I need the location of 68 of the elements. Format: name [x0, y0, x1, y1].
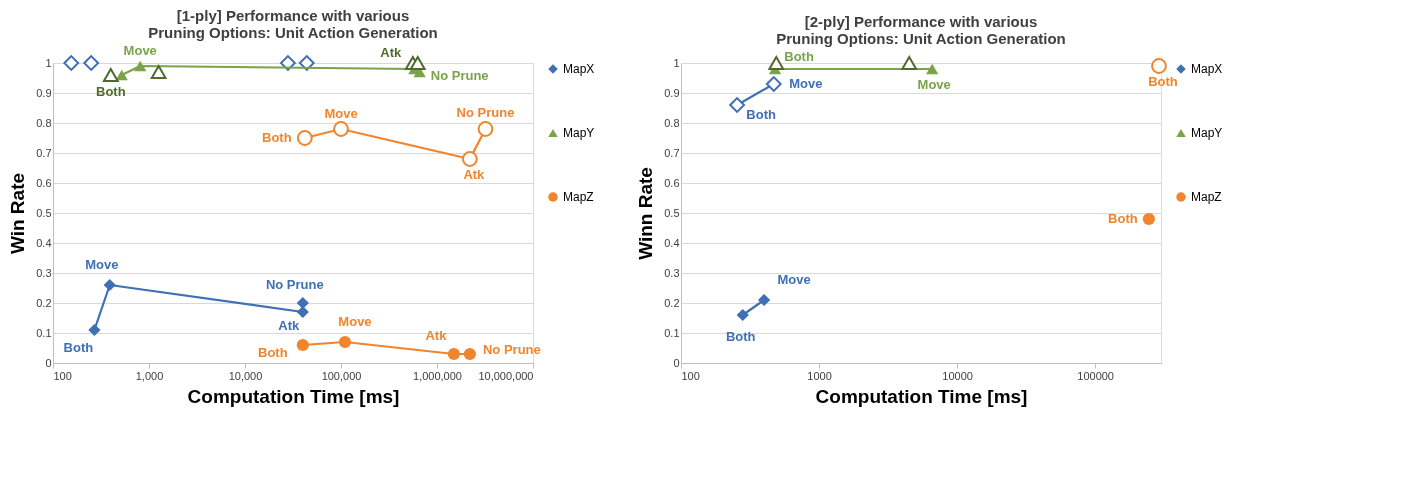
legend-label: MapY: [563, 126, 595, 140]
y-tick-label: 0.2: [36, 296, 52, 309]
y-tick-label: 0.8: [664, 116, 680, 129]
y-tick-label: 0.3: [36, 266, 52, 279]
annotation: Both: [746, 107, 776, 122]
legend-label: MapZ: [1191, 190, 1222, 204]
chart-title: [1-ply] Performance with various Pruning Options: Unit Action Generation: [148, 7, 438, 41]
y-tick-label: 0.1: [664, 326, 680, 339]
x-tick-label: 100: [53, 369, 72, 382]
y-axis-title: Win Rate: [7, 172, 29, 255]
y-tick-label: 0.9: [664, 86, 680, 99]
x-tick-label: 1,000,000: [413, 369, 462, 382]
y-tick-label: 0.7: [36, 146, 52, 159]
annotation: No Prune: [430, 68, 489, 83]
annotation: Move: [123, 43, 157, 58]
annotation: Both: [262, 130, 292, 145]
x-tick-label: 1000: [807, 369, 832, 382]
annotation: Move: [85, 257, 119, 272]
legend-label: MapX: [563, 62, 595, 76]
annotation: Move: [789, 76, 823, 91]
chart-title: [2-ply] Performance with various Pruning Options: Unit Action Generation: [776, 13, 1066, 47]
y-tick-label: 0.6: [664, 176, 680, 189]
annotation: Atk: [278, 318, 301, 333]
annotation: Move: [917, 77, 951, 92]
y-tick-label: 0.4: [36, 236, 52, 249]
annotation: Move: [777, 272, 811, 287]
legend-label: MapX: [1191, 62, 1223, 76]
y-tick-label: 0.9: [36, 86, 52, 99]
y-tick-label: 0.7: [664, 146, 680, 159]
y-tick-label: 1: [673, 56, 680, 69]
annotation: Both: [95, 84, 126, 99]
y-tick-label: 0.5: [664, 206, 680, 219]
annotation: Both: [784, 49, 814, 64]
y-tick-label: 0: [45, 356, 52, 369]
y-tick-label: 0.1: [36, 326, 52, 339]
annotation: Both: [725, 329, 756, 344]
x-tick-label: 100000: [1077, 369, 1114, 382]
x-tick-label: 10,000: [228, 369, 263, 382]
x-axis-title: Computation Time [ms]: [815, 385, 1028, 407]
annotation: Atk: [380, 45, 403, 60]
annotation: No Prune: [482, 342, 541, 357]
x-tick-label: 1,000: [135, 369, 164, 382]
y-tick-label: 0: [673, 356, 680, 369]
annotation: Move: [338, 314, 372, 329]
y-tick-label: 0.3: [664, 266, 680, 279]
x-tick-label: 100: [681, 369, 700, 382]
annotation: No Prune: [456, 105, 515, 120]
y-tick-label: 0.2: [664, 296, 680, 309]
y-tick-label: 0.4: [664, 236, 680, 249]
annotation: Atk: [463, 167, 486, 182]
annotation: Atk: [425, 328, 448, 343]
y-tick-label: 0.5: [36, 206, 52, 219]
y-tick-label: 0.6: [36, 176, 52, 189]
annotation: Both: [63, 340, 94, 355]
annotation: Both: [1108, 211, 1138, 226]
x-tick-label: 100,000: [321, 369, 362, 382]
annotation: Move: [324, 106, 358, 121]
y-tick-label: 0.8: [36, 116, 52, 129]
annotation: Both: [257, 345, 288, 360]
y-tick-label: 1: [45, 56, 52, 69]
legend-label: MapY: [1191, 126, 1223, 140]
y-axis-title: Winn Rate: [635, 167, 657, 260]
annotation: No Prune: [265, 277, 324, 292]
legend-label: MapZ: [563, 190, 594, 204]
x-tick-label: 10,000,000: [478, 369, 534, 382]
x-tick-label: 10000: [942, 369, 973, 382]
x-axis-title: Computation Time [ms]: [187, 385, 400, 407]
annotation: Both: [1148, 74, 1178, 89]
